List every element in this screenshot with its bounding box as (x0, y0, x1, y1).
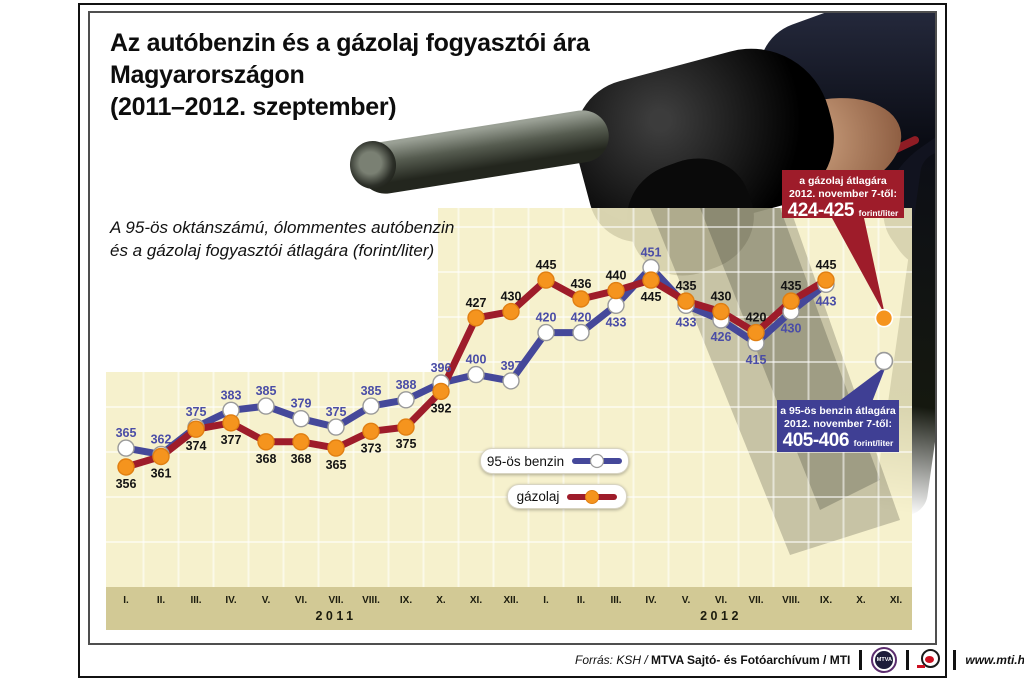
chart-subtitle: A 95-ös oktánszámú, ólommentes autóbenzi… (110, 216, 454, 262)
website-url: www.mti.hu (965, 653, 1024, 667)
footer-separator (953, 650, 957, 670)
footer: Forrás: KSH / MTVA Sajtó- és Fotóarchívu… (575, 646, 1024, 674)
footer-separator (906, 650, 910, 670)
title-line-2: Magyarországon (110, 61, 305, 89)
legend-gazolaj-label: gázolaj (516, 489, 560, 504)
mtva-logo: MTVA (871, 647, 898, 673)
title-line-1: Az autóbenzin és a gázolaj fogyasztói ár… (110, 29, 590, 57)
footer-separator (859, 650, 863, 670)
legend-benzin-line-sample (572, 453, 623, 469)
page-title: Az autóbenzin és a gázolaj fogyasztói ár… (110, 27, 590, 123)
mti-logo (917, 647, 944, 673)
source-credit: Forrás: KSH / MTVA Sajtó- és Fotóarchívu… (575, 653, 851, 667)
legend-gazolaj-line-sample (567, 489, 618, 504)
annotation-gazolaj-line2: 2012. november 7-től: (789, 187, 897, 200)
title-line-3: (2011–2012. szeptember) (110, 93, 397, 121)
annotation-gazolaj-callout: a gázolaj átlagára 2012. november 7-től:… (782, 170, 904, 221)
annotation-benzin-value: 405-406 forint/liter (782, 430, 894, 451)
annotation-benzin-line2: 2012. november 7-től: (784, 417, 892, 430)
legend-benzin-label: 95-ös benzin (486, 453, 565, 469)
annotation-benzin-line1: a 95-ös benzin átlagára (780, 405, 896, 417)
annotation-benzin-callout: a 95-ös benzin átlagára 2012. november 7… (777, 400, 899, 452)
legend-item-benzin: 95-ös benzin (480, 448, 629, 474)
subtitle-line-1: A 95-ös oktánszámú, ólommentes autóbenzi… (110, 218, 455, 237)
annotation-gazolaj-line1: a gázolaj átlagára (799, 175, 887, 187)
annotation-gazolaj-value: 424-425 forint/liter (787, 200, 899, 221)
legend-item-gazolaj: gázolaj (507, 484, 627, 509)
subtitle-line-2: és a gázolaj fogyasztói átlagára (forint… (110, 241, 435, 260)
